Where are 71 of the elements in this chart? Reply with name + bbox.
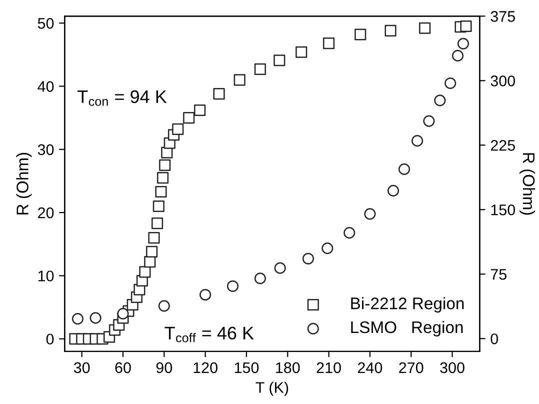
y2-tick-label: 0 <box>490 333 498 344</box>
y-axis-title: R (Ohm) <box>16 152 32 214</box>
point <box>398 163 410 175</box>
x-tick-label: 180 <box>276 362 300 374</box>
legend-label: LSMO Region <box>351 320 463 336</box>
point <box>302 252 314 264</box>
point <box>148 232 160 244</box>
annotation: T$_{coff}$ = 46 K <box>164 326 254 342</box>
point <box>90 312 102 324</box>
point <box>117 308 129 320</box>
point <box>419 22 431 34</box>
point <box>234 74 246 86</box>
point <box>158 300 170 312</box>
point <box>354 28 366 40</box>
y2-axis-title: R (Ohm) <box>520 153 536 215</box>
point <box>274 262 286 274</box>
point <box>344 227 356 239</box>
point <box>254 272 266 284</box>
y2-tick-label: 150 <box>491 204 516 216</box>
x-tick-label: 150 <box>234 362 259 374</box>
point <box>159 159 171 171</box>
point <box>144 256 156 268</box>
y2-tick-label: 75 <box>490 269 506 280</box>
point <box>423 115 435 127</box>
point <box>254 63 266 75</box>
x-tick-label: 120 <box>194 362 218 374</box>
point <box>200 288 212 301</box>
point <box>274 54 286 66</box>
x-tick-label: 90 <box>156 362 172 374</box>
point <box>460 20 472 32</box>
point <box>152 218 164 230</box>
point <box>139 266 151 278</box>
x-tick-label: 60 <box>115 362 131 374</box>
point <box>384 24 396 36</box>
point <box>155 186 167 198</box>
x-tick-label: 270 <box>399 362 424 374</box>
point <box>296 46 308 58</box>
point <box>146 246 158 258</box>
y-tick-label: 30 <box>38 144 54 156</box>
y-tick-label: 50 <box>38 18 54 29</box>
point <box>194 104 206 116</box>
point <box>457 38 470 50</box>
y2-tick-label: 225 <box>490 140 515 151</box>
point <box>322 242 334 254</box>
point <box>226 280 239 292</box>
point <box>172 123 184 135</box>
y2-tick-label: 300 <box>490 76 516 86</box>
point <box>183 112 195 124</box>
y-tick-label: 10 <box>38 270 54 282</box>
point <box>323 38 335 50</box>
point <box>157 172 169 184</box>
point <box>388 184 400 196</box>
y2-tick-label: 375 <box>490 11 515 22</box>
point <box>213 88 225 100</box>
legend-label: Bi-2212 Region <box>351 297 464 313</box>
x-axis-title: T (K) <box>256 382 288 396</box>
annotation: T$_{con}$ = 94 K <box>78 90 167 106</box>
point <box>434 94 446 106</box>
point <box>364 208 376 220</box>
x-tick-label: 30 <box>74 362 90 374</box>
x-tick-label: 210 <box>316 362 341 374</box>
y-tick-label: 40 <box>38 81 54 92</box>
y-tick-label: 20 <box>38 207 54 218</box>
y-tick-label: 0 <box>46 334 54 345</box>
x-tick-label: 240 <box>358 362 382 374</box>
point <box>412 135 424 147</box>
point <box>444 77 456 89</box>
point <box>152 200 164 212</box>
point <box>72 313 84 325</box>
point <box>452 50 464 62</box>
x-tick-label: 300 <box>440 362 464 374</box>
